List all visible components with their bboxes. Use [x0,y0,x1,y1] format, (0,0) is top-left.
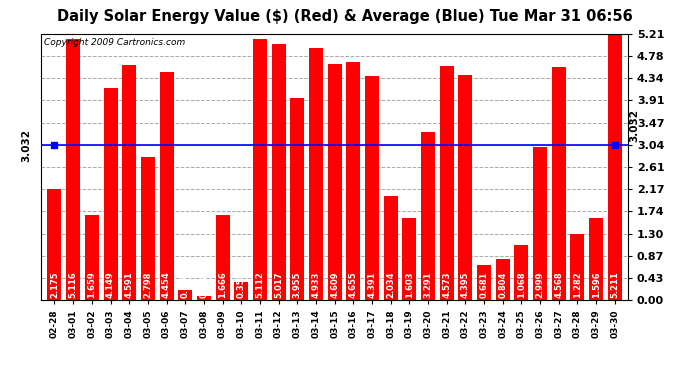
Bar [85,215,99,300]
Bar [495,259,510,300]
Bar [384,196,397,300]
Text: 4.573: 4.573 [442,272,451,298]
Bar [515,245,529,300]
Bar [215,215,230,300]
Text: 0.355: 0.355 [237,272,246,298]
Bar [421,132,435,300]
Bar [234,282,248,300]
Text: Daily Solar Energy Value ($) (Red) & Average (Blue) Tue Mar 31 06:56: Daily Solar Energy Value ($) (Red) & Ave… [57,9,633,24]
Text: 1.603: 1.603 [405,272,414,298]
Text: 2.798: 2.798 [144,272,152,298]
Bar [159,72,174,300]
Text: 0.084: 0.084 [199,272,208,298]
Bar [104,88,117,300]
Text: 2.999: 2.999 [535,272,544,298]
Bar [290,98,304,300]
Text: 4.933: 4.933 [311,272,320,298]
Text: 5.211: 5.211 [611,271,620,298]
Bar [328,64,342,300]
Text: 2.034: 2.034 [386,272,395,298]
Text: 3.032: 3.032 [630,110,640,142]
Bar [309,48,323,300]
Text: 2.175: 2.175 [50,272,59,298]
Text: 0.186: 0.186 [181,272,190,298]
Text: 4.391: 4.391 [368,272,377,298]
Text: 4.609: 4.609 [330,272,339,298]
Text: 3.955: 3.955 [293,272,302,298]
Bar [253,39,267,300]
Text: 4.149: 4.149 [106,272,115,298]
Bar [346,62,360,300]
Text: 1.666: 1.666 [218,271,227,298]
Text: 3.291: 3.291 [424,272,433,298]
Bar [365,76,379,300]
Bar [122,65,136,300]
Bar [272,44,286,300]
Text: 4.591: 4.591 [125,272,134,298]
Bar [48,189,61,300]
Text: 1.282: 1.282 [573,272,582,298]
Text: 4.395: 4.395 [461,272,470,298]
Text: 0.681: 0.681 [480,272,489,298]
Text: 4.655: 4.655 [349,271,358,298]
Text: 1.068: 1.068 [517,272,526,298]
Bar [402,218,416,300]
Text: 1.659: 1.659 [88,272,97,298]
Bar [533,147,547,300]
Bar [440,66,454,300]
Text: 4.568: 4.568 [554,272,563,298]
Bar [458,75,473,300]
Text: 3.032: 3.032 [21,129,32,162]
Bar [141,157,155,300]
Bar [66,39,80,300]
Bar [571,234,584,300]
Text: 4.454: 4.454 [162,271,171,298]
Bar [589,219,603,300]
Text: 5.017: 5.017 [274,272,283,298]
Bar [552,66,566,300]
Bar [477,265,491,300]
Text: Copyright 2009 Cartronics.com: Copyright 2009 Cartronics.com [44,38,186,47]
Bar [197,296,211,300]
Text: 0.804: 0.804 [498,272,507,298]
Text: 5.116: 5.116 [68,271,78,298]
Text: 1.596: 1.596 [591,272,601,298]
Text: 5.112: 5.112 [255,271,264,298]
Bar [608,34,622,300]
Bar [178,291,193,300]
